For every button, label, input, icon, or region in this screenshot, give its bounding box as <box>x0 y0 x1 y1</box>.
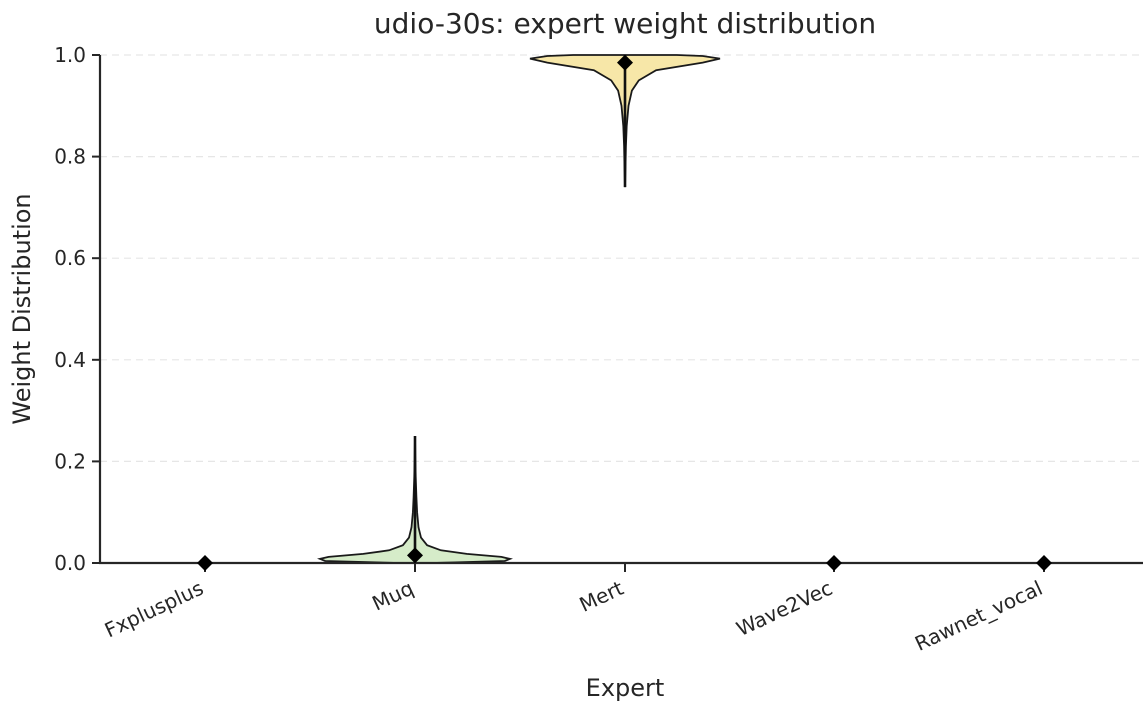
axes: 0.0 0.2 0.4 0.6 0.8 1.0 Fxplusplus Muq Mert Wave2… <box>54 43 1143 656</box>
mean-marker-rawnet_vocal <box>1036 555 1052 571</box>
mean-markers <box>197 54 1052 571</box>
y-tick-label: 0.0 <box>54 551 86 575</box>
y-tick-label: 1.0 <box>54 43 86 67</box>
chart-title: udio-30s: expert weight distribution <box>374 7 876 40</box>
y-tick-label: 0.8 <box>54 145 86 169</box>
mean-marker-muq <box>407 547 423 564</box>
x-tick-label: Rawnet_vocal <box>911 576 1046 656</box>
x-tick-label: Muq <box>368 576 417 616</box>
x-tick-label: Mert <box>576 576 628 617</box>
mean-marker-mert <box>617 54 633 71</box>
x-axis-label: Expert <box>586 674 665 702</box>
mean-marker-wave2vec <box>826 555 842 571</box>
y-tick-label: 0.4 <box>54 348 86 372</box>
y-tick-label: 0.6 <box>54 246 86 270</box>
mean-marker-fxplusplus <box>197 555 213 571</box>
violins <box>317 54 721 564</box>
y-tick-label: 0.2 <box>54 449 86 473</box>
x-tick-label: Fxplusplus <box>101 576 207 643</box>
y-axis-label: Weight Distribution <box>8 193 36 424</box>
x-tick-label: Wave2Vec <box>733 576 837 641</box>
